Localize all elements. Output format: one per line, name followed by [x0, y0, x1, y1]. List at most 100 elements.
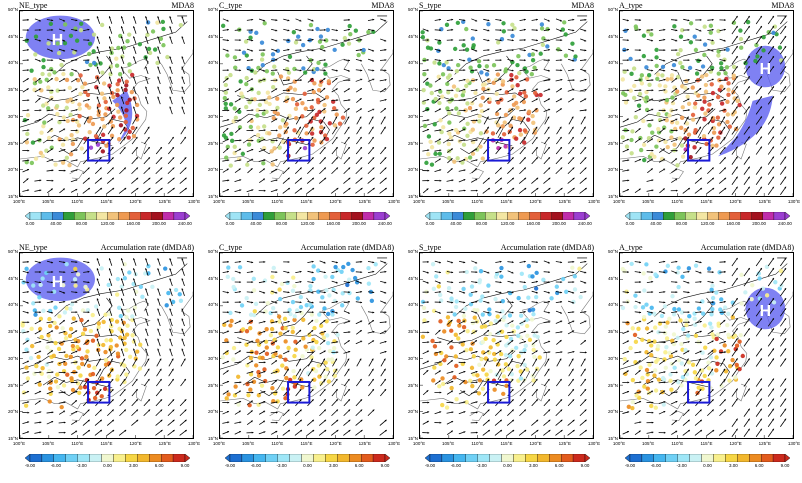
- station-dot: [80, 331, 86, 337]
- latitude-tick-label: 15°N: [7, 436, 18, 441]
- wind-vector-head: [675, 29, 678, 32]
- station-dot: [312, 377, 317, 382]
- station-dot: [292, 283, 297, 289]
- wind-vector-head: [626, 148, 629, 151]
- station-dot: [516, 295, 521, 301]
- station-dot: [471, 372, 476, 377]
- wind-vector-head: [427, 149, 430, 152]
- latitude-tick-label: 30°N: [7, 355, 18, 361]
- wind-vector-head: [784, 46, 787, 49]
- station-dot: [49, 95, 54, 101]
- wind-vector-head: [239, 311, 241, 314]
- wind-vector-head: [27, 431, 29, 434]
- wind-vector-head: [348, 18, 350, 21]
- station-dot: [527, 308, 532, 313]
- wind-vector-head: [747, 186, 750, 189]
- station-dot: [46, 85, 51, 90]
- wind-vector-head: [760, 56, 762, 59]
- wind-vector-head: [438, 138, 441, 141]
- station-dot: [317, 109, 322, 115]
- station-dot: [33, 312, 38, 317]
- wind-vector-head: [159, 358, 162, 361]
- station-dot: [91, 49, 96, 54]
- station-dot: [51, 353, 56, 358]
- station-dot: [327, 121, 333, 126]
- station-dot: [68, 33, 74, 39]
- wind-vector-head: [760, 36, 762, 39]
- wind-vector-head: [336, 429, 339, 432]
- station-dot: [531, 342, 536, 348]
- station-dot: [669, 129, 674, 134]
- wind-vector-head: [63, 149, 66, 151]
- wind-vector-head: [75, 281, 78, 284]
- station-dot: [130, 72, 135, 78]
- wind-vector-head: [311, 271, 314, 274]
- station-dot: [340, 303, 345, 308]
- wind-vector-head: [535, 126, 538, 129]
- wind-vector-head: [572, 68, 575, 71]
- station-dot: [487, 307, 492, 312]
- wind-vector-head: [463, 330, 466, 333]
- station-dot: [278, 354, 283, 359]
- longitude-tick-label: 130°E: [787, 199, 801, 204]
- station-dot: [68, 326, 74, 332]
- wind-vector-head: [487, 419, 490, 422]
- wind-vector-head: [499, 147, 502, 150]
- wind-vector-head: [157, 288, 160, 291]
- station-dot: [670, 95, 675, 100]
- wind-vector-head: [63, 300, 66, 303]
- wind-vector-head: [724, 177, 727, 180]
- station-dot: [465, 78, 470, 84]
- province-border: [697, 119, 730, 141]
- station-dot: [41, 58, 46, 63]
- longitude-tick-label: 110°E: [671, 199, 684, 204]
- wind-vector-head: [735, 86, 738, 89]
- station-dot: [123, 347, 129, 353]
- station-dot: [65, 118, 70, 124]
- station-dot: [352, 275, 358, 281]
- station-dot: [53, 340, 58, 346]
- wind-vector-head: [275, 350, 278, 353]
- station-dot: [323, 274, 328, 279]
- wind-vector-head: [675, 168, 678, 171]
- station-dot: [515, 105, 520, 110]
- wind-vector-head: [98, 358, 101, 361]
- wind-vector-head: [133, 298, 135, 301]
- station-dot: [326, 379, 332, 384]
- wind-vector-head: [323, 39, 326, 42]
- wind-vector-head: [336, 341, 339, 344]
- station-dot: [77, 113, 82, 119]
- wind-vector-head: [239, 28, 242, 31]
- wind-vector-head: [26, 340, 29, 343]
- station-dot: [455, 20, 461, 26]
- station-dot: [533, 286, 539, 291]
- wind-vector-head: [439, 341, 442, 344]
- wind-vector-head: [39, 340, 42, 343]
- station-dot: [271, 265, 276, 271]
- wind-vector-head: [650, 158, 653, 161]
- longitude-tick-label: 115°E: [500, 199, 513, 204]
- wind-vector-head: [169, 36, 172, 39]
- wind-vector-head: [87, 136, 90, 139]
- station-dot: [126, 135, 131, 140]
- station-dot: [60, 142, 66, 147]
- panel-type-label: C_type: [219, 1, 243, 10]
- station-dot: [155, 20, 160, 25]
- province-border: [42, 376, 113, 389]
- colorbar-tick-label: 80.00: [676, 221, 688, 226]
- wind-vector-head: [133, 96, 135, 99]
- station-dot: [78, 91, 83, 97]
- station-dot: [522, 140, 527, 145]
- station-dot: [277, 145, 282, 150]
- longitude-tick-label: 105°E: [242, 199, 255, 204]
- wind-vector-head: [360, 301, 363, 304]
- wind-vector-head: [96, 16, 99, 19]
- station-dot: [761, 35, 766, 40]
- colorbar-tick-label: 240.00: [578, 221, 592, 226]
- wind-vector-head: [584, 109, 587, 112]
- wind-vector-head: [299, 98, 302, 101]
- station-dot: [108, 344, 114, 350]
- wind-vector-head: [39, 380, 42, 383]
- wind-vector-head: [87, 281, 90, 284]
- wind-vector-head: [359, 88, 362, 91]
